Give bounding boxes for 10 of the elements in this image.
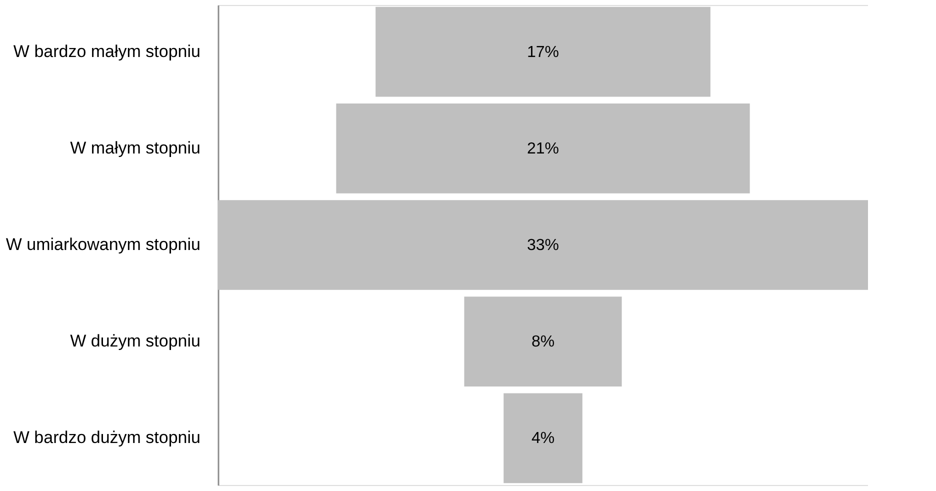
data-label: 4%	[531, 430, 555, 448]
data-label: 21%	[526, 140, 560, 158]
category-label: W bardzo dużym stopniu	[13, 428, 200, 448]
category-label: W bardzo małym stopniu	[13, 42, 200, 61]
data-label: 17%	[526, 44, 560, 61]
data-label: 33%	[526, 237, 560, 254]
category-label: W dużym stopniu	[70, 332, 200, 351]
category-label: W umiarkowanym stopniu	[6, 235, 200, 254]
data-label: 8%	[531, 334, 555, 351]
category-label: W małym stopniu	[70, 138, 200, 158]
